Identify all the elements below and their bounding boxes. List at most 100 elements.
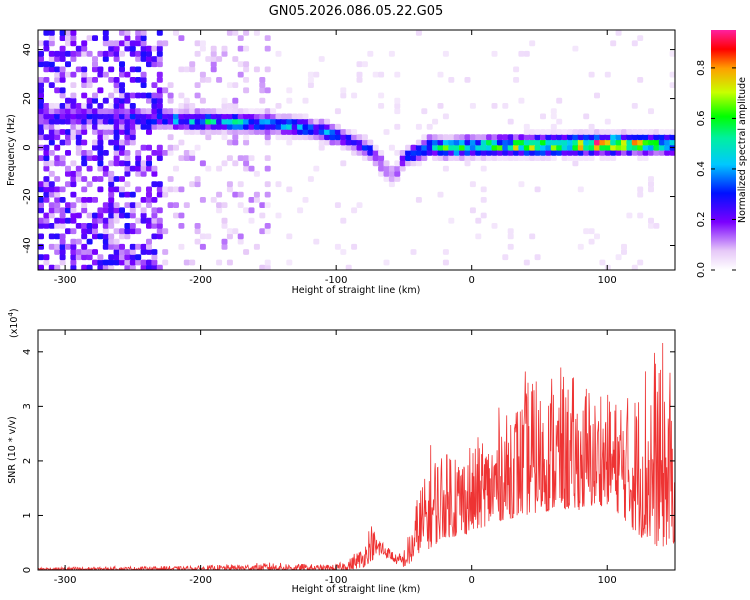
spectrogram-cell bbox=[496, 155, 503, 161]
spectrogram-cell bbox=[567, 134, 573, 141]
spectrogram-cell bbox=[156, 108, 163, 115]
spectrogram-cell bbox=[151, 233, 158, 240]
spectrogram-cell bbox=[194, 123, 201, 130]
spectrogram-cell bbox=[48, 233, 55, 240]
spectrogram-cell bbox=[124, 150, 131, 156]
spectrogram-cell bbox=[480, 212, 487, 219]
spectrogram-cell bbox=[648, 217, 654, 224]
spectrogram-cell bbox=[275, 212, 282, 219]
spectrogram-cell bbox=[264, 155, 271, 161]
spectrogram-cell bbox=[92, 217, 98, 224]
spectrogram-cell bbox=[146, 92, 152, 99]
spectrogram-cell bbox=[469, 144, 476, 151]
spectrogram-cell bbox=[65, 181, 71, 188]
spectrogram-cell bbox=[475, 144, 482, 151]
spectrogram-cell bbox=[48, 113, 55, 120]
spectrogram-cell bbox=[459, 155, 466, 161]
spectrogram-cell bbox=[38, 40, 44, 47]
spectrogram-cell bbox=[102, 233, 109, 240]
spectrogram-cell bbox=[243, 134, 250, 141]
spectrogram-cell bbox=[216, 56, 223, 62]
spectrogram-cell bbox=[140, 207, 147, 214]
spectrogram-cell bbox=[194, 129, 201, 135]
spectrogram-cell bbox=[664, 150, 671, 156]
spectrogram-cell bbox=[669, 50, 675, 57]
spectrogram-cell bbox=[146, 129, 152, 135]
spectrogram-cell bbox=[378, 92, 385, 99]
spectrogram-cell bbox=[243, 139, 250, 146]
x-tick-label: 100 bbox=[598, 575, 617, 586]
spectrogram-cell bbox=[226, 129, 233, 135]
spectrogram-cell bbox=[81, 40, 88, 47]
spectrogram-cell bbox=[81, 82, 88, 88]
spectrogram-cell bbox=[577, 144, 584, 151]
spectrogram-cell bbox=[442, 50, 449, 57]
spectrogram-cell bbox=[140, 118, 147, 125]
spectrogram-cell bbox=[329, 134, 336, 141]
spectrogram-cell bbox=[178, 35, 185, 41]
spectrogram-cell bbox=[583, 134, 590, 141]
spectrogram-cell bbox=[442, 165, 449, 172]
spectrogram-cell bbox=[38, 207, 44, 214]
spectrogram-cell bbox=[86, 113, 93, 120]
spectrogram-cell bbox=[199, 77, 206, 83]
spectrogram-cell bbox=[270, 108, 277, 115]
spectrogram-cell bbox=[108, 66, 115, 73]
spectrogram-cell bbox=[135, 66, 142, 73]
spectrogram-cell bbox=[75, 150, 82, 156]
spectrogram-cell bbox=[302, 123, 309, 130]
spectrogram-cell bbox=[642, 155, 649, 161]
spectrogram-cell bbox=[491, 155, 498, 161]
spectrogram-cell bbox=[92, 233, 98, 240]
spectrogram-cell bbox=[43, 223, 50, 229]
spectrogram-cell bbox=[442, 144, 449, 151]
spectrogram-cell bbox=[38, 243, 44, 250]
spectrogram-cell bbox=[140, 71, 147, 78]
y-tick-label: -20 bbox=[22, 188, 33, 204]
spectrogram-cell bbox=[572, 160, 579, 167]
spectrogram-cell bbox=[129, 77, 136, 83]
spectrogram-cell bbox=[124, 113, 131, 120]
spectrogram-cell bbox=[48, 150, 55, 156]
spectrogram-cell bbox=[162, 123, 169, 130]
spectrogram-cell bbox=[448, 155, 455, 161]
spectrogram-cell bbox=[648, 181, 654, 188]
spectrogram-cell bbox=[637, 150, 644, 156]
spectrogram-cell bbox=[178, 123, 185, 130]
spectrogram-cell bbox=[264, 202, 271, 208]
spectrogram-cell bbox=[48, 170, 55, 177]
spectrogram-frame bbox=[37, 29, 676, 271]
spectrogram-cell bbox=[318, 123, 325, 130]
spectrogram-cell bbox=[48, 103, 55, 109]
spectrogram-cell bbox=[59, 186, 66, 193]
spectrogram-cell bbox=[664, 139, 671, 146]
spectrogram-cell bbox=[259, 87, 266, 94]
spectrogram-cell bbox=[367, 50, 374, 57]
spectrogram-cell bbox=[491, 134, 498, 141]
spectrogram-cell bbox=[129, 92, 136, 99]
spectrogram-cell bbox=[599, 134, 606, 141]
spectrogram-cell bbox=[518, 155, 525, 161]
spectrogram-cell bbox=[513, 155, 520, 161]
spectrogram-cell bbox=[124, 139, 131, 146]
spectrogram-cell bbox=[75, 50, 82, 57]
spectrogram-cell bbox=[567, 144, 573, 151]
spectrogram-cell bbox=[550, 129, 557, 135]
spectrogram-cell bbox=[108, 238, 115, 245]
spectrogram-cell bbox=[383, 129, 390, 135]
spectrogram-cell bbox=[86, 228, 93, 235]
spectrogram-cell bbox=[48, 123, 55, 130]
spectrogram-cell bbox=[102, 30, 109, 36]
spectrogram-cell bbox=[156, 30, 163, 36]
spectrogram-cell bbox=[534, 254, 541, 261]
spectrogram-cell bbox=[437, 134, 444, 141]
spectrogram-cell bbox=[669, 129, 675, 135]
spectrogram-cell bbox=[345, 129, 352, 135]
spectrogram-cell bbox=[545, 155, 552, 161]
spectrogram-cell bbox=[146, 61, 152, 68]
spectrogram-cell bbox=[318, 129, 325, 135]
spectrogram-cell bbox=[648, 223, 654, 229]
spectrogram-cell bbox=[307, 123, 314, 130]
spectrogram-cell bbox=[383, 170, 390, 177]
spectrogram-cell bbox=[394, 176, 401, 182]
